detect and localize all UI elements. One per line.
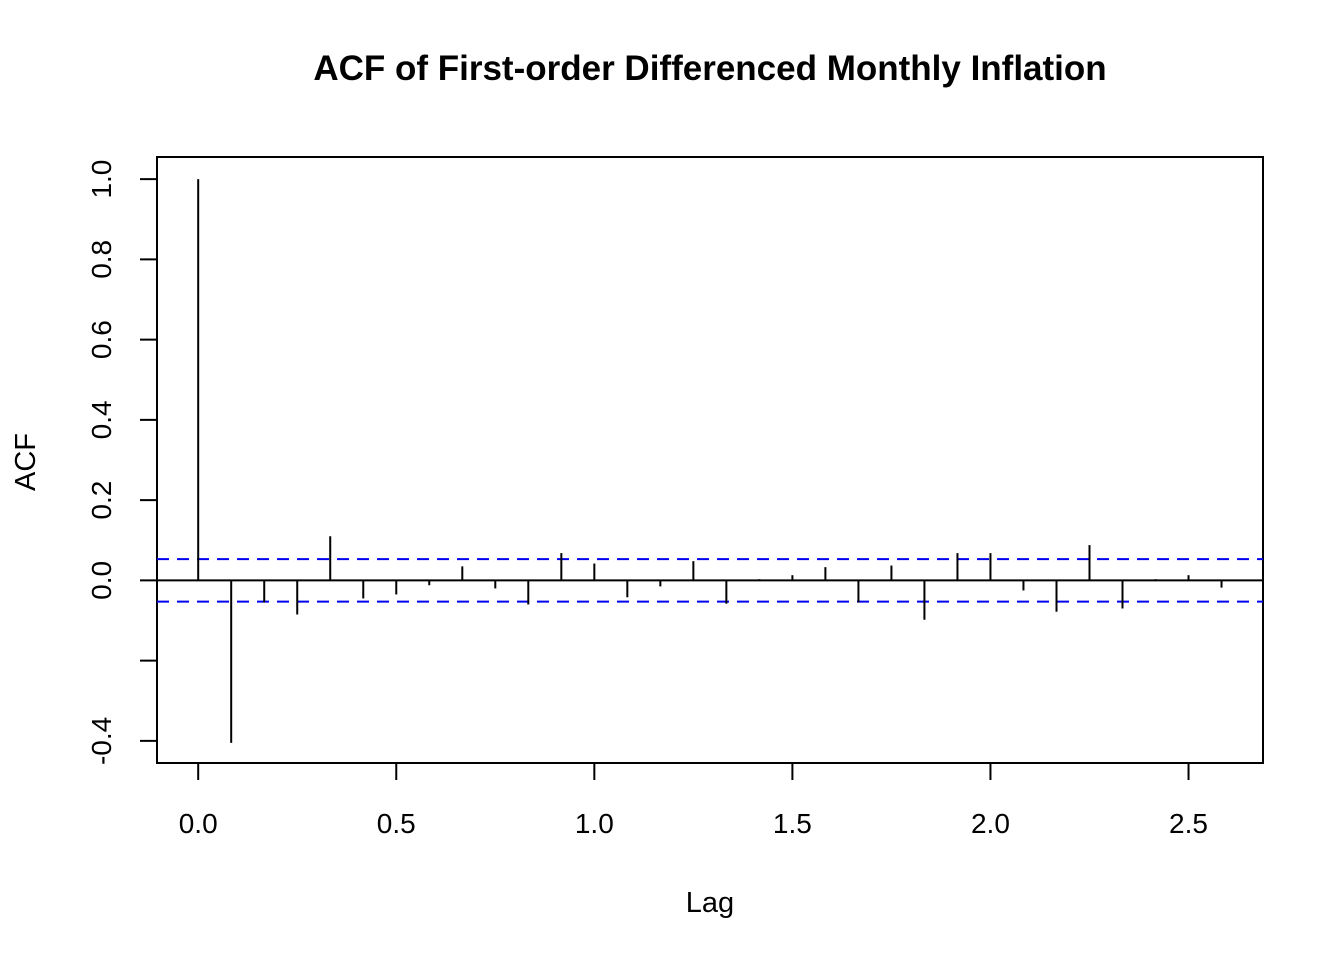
- y-tick-label: 0.8: [86, 240, 117, 279]
- x-tick-label: 1.5: [773, 808, 812, 839]
- chart-title: ACF of First-order Differenced Monthly I…: [313, 49, 1106, 88]
- x-tick-label: 2.5: [1169, 808, 1208, 839]
- y-tick-label: 0.4: [86, 400, 117, 439]
- x-tick-label: 2.0: [971, 808, 1010, 839]
- x-tick-label: 1.0: [575, 808, 614, 839]
- plot-frame: [156, 156, 1264, 764]
- x-axis-label: Lag: [686, 887, 734, 919]
- y-tick-label: 0.6: [86, 320, 117, 359]
- y-tick-label: 0.2: [86, 481, 117, 520]
- x-tick-label: 0.5: [377, 808, 416, 839]
- x-tick-label: 0.0: [179, 808, 218, 839]
- plot-area: 0.0 0.5 1.0 1.5 2.0 2.5 -0.4 0.0 0.2 0.4 0.6 0.8 1.0: [86, 156, 1264, 839]
- y-tick-label: -0.4: [86, 717, 117, 765]
- y-tick-label: 0.0: [86, 561, 117, 600]
- y-axis-label: ACF: [10, 433, 42, 491]
- y-tick-label: 1.0: [86, 160, 117, 199]
